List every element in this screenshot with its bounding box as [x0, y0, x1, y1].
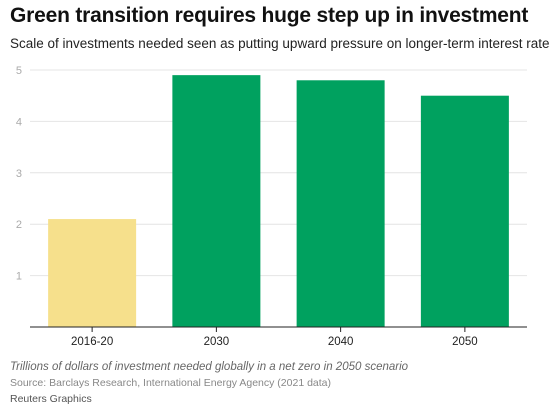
bar-2016-20 — [48, 219, 137, 327]
x-tick-label-2050: 2050 — [452, 336, 478, 348]
y-tick-label-2: 2 — [16, 219, 22, 231]
chart-title: Green transition requires huge step up i… — [10, 4, 529, 27]
x-tick-label-2016-20: 2016-20 — [71, 336, 113, 348]
chart-note: Trillions of dollars of investment neede… — [10, 361, 409, 373]
y-tick-label-4: 4 — [16, 116, 22, 128]
credit-line: Reuters Graphics — [10, 393, 92, 405]
bar-2050 — [420, 95, 509, 327]
y-tick-label-5: 5 — [16, 65, 22, 77]
bar-2040 — [296, 80, 385, 327]
chart-subtitle: Scale of investments needed seen as putt… — [10, 36, 550, 51]
x-tick-label-2040: 2040 — [328, 336, 354, 348]
y-tick-label-1: 1 — [16, 271, 22, 283]
y-tick-label-3: 3 — [16, 168, 22, 180]
bar-2030 — [172, 75, 261, 327]
x-tick-label-2030: 2030 — [204, 336, 230, 348]
source-line: Source: Barclays Research, International… — [10, 377, 332, 389]
